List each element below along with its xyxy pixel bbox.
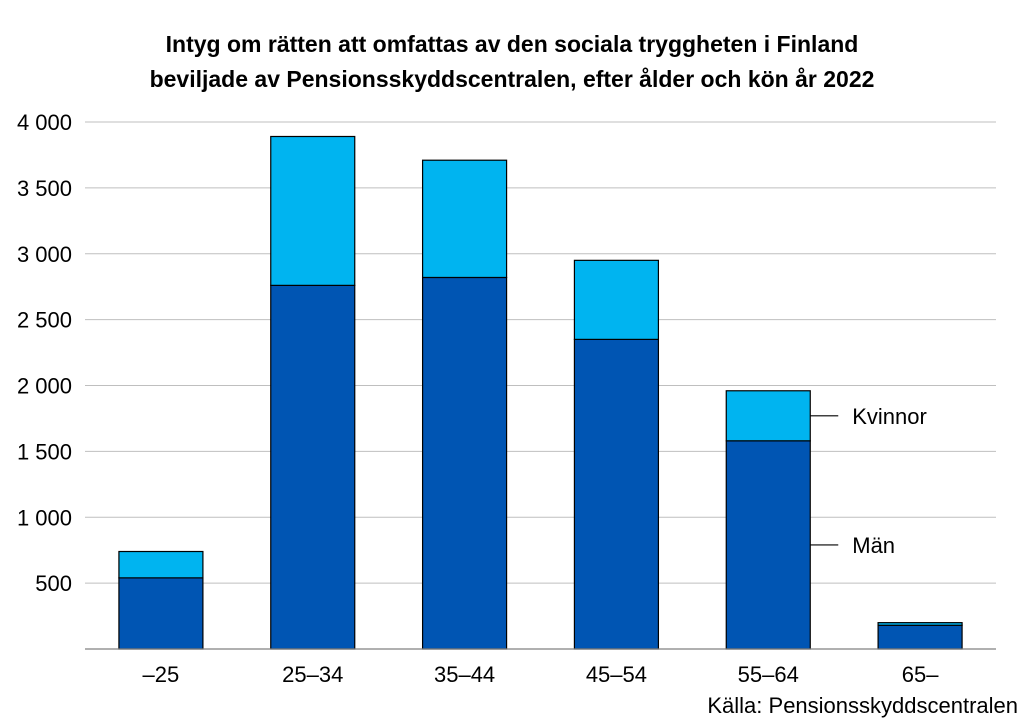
y-tick-label: 2 500 (17, 308, 72, 333)
chart-title-line-1: Intyg om rätten att omfattas av den soci… (166, 31, 859, 57)
legend-label-kvinnor: Kvinnor (852, 404, 927, 429)
bar-kvinnor (877, 622, 963, 626)
y-tick-label: 2 000 (17, 374, 72, 399)
x-tick-label: 65– (902, 662, 939, 687)
bar-kvinnor (725, 390, 811, 442)
y-tick-label: 3 000 (17, 242, 72, 267)
x-tick-label: –25 (143, 662, 180, 687)
bar-kvinnor (270, 135, 356, 286)
bars (118, 135, 963, 650)
gridlines (85, 121, 996, 584)
y-tick-label: 1 500 (17, 439, 72, 464)
x-tick-label: 35–44 (434, 662, 495, 687)
bar-män (421, 276, 508, 650)
bar-män (270, 284, 356, 650)
bar-kvinnor (573, 259, 660, 340)
bar-kvinnor (421, 159, 508, 279)
x-tick-label: 55–64 (738, 662, 799, 687)
chart-title-line-2: beviljade av Pensionsskyddscentralen, ef… (150, 66, 875, 92)
y-tick-label: 3 500 (17, 176, 72, 201)
legend-label-män: Män (852, 533, 895, 558)
x-axis-ticks: –25 25–34 35–44 45–54 55–64 65– (143, 662, 940, 687)
bar-män (877, 624, 963, 650)
bar-män (725, 440, 811, 650)
bar-män (118, 577, 204, 650)
source-note: Källa: Pensionsskyddscentralen (707, 693, 1018, 718)
y-tick-label: 4 000 (17, 110, 72, 135)
legend: Män Kvinnor (810, 404, 927, 558)
y-tick-label: 500 (35, 571, 72, 596)
y-tick-label: 1 000 (17, 505, 72, 530)
x-tick-label: 25–34 (282, 662, 343, 687)
x-tick-label: 45–54 (586, 662, 647, 687)
y-axis-ticks: 500 1 000 1 500 2 000 2 500 3 000 3 500 4 000 (17, 110, 72, 596)
bar-män (573, 338, 660, 650)
bar-kvinnor (118, 550, 204, 579)
